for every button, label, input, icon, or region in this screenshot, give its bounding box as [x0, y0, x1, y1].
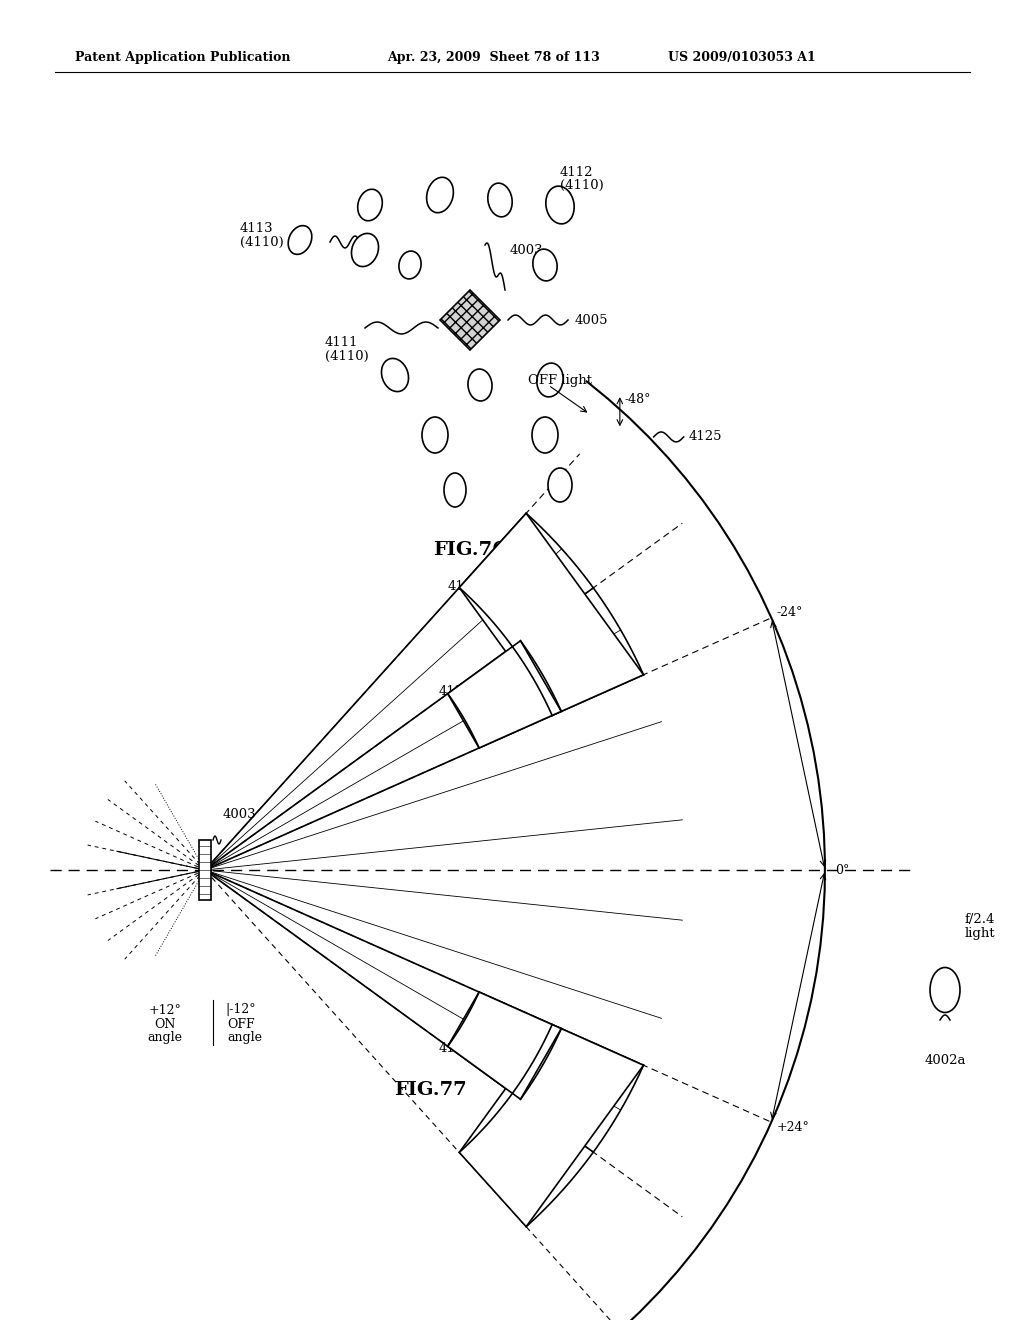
Text: US 2009/0103053 A1: US 2009/0103053 A1 [668, 51, 816, 65]
Ellipse shape [930, 968, 961, 1012]
Polygon shape [460, 513, 643, 715]
Polygon shape [447, 993, 561, 1100]
Ellipse shape [382, 359, 409, 392]
Text: FIG.77: FIG.77 [393, 1081, 466, 1100]
Ellipse shape [422, 417, 449, 453]
Polygon shape [447, 640, 561, 748]
Ellipse shape [399, 251, 421, 279]
Ellipse shape [468, 370, 493, 401]
Text: 4002a: 4002a [925, 1053, 967, 1067]
Ellipse shape [548, 469, 572, 502]
Text: 4005: 4005 [575, 314, 608, 326]
Ellipse shape [351, 234, 379, 267]
Ellipse shape [532, 417, 558, 453]
Text: -24°: -24° [776, 606, 803, 619]
Polygon shape [460, 1024, 643, 1226]
Text: 4113: 4113 [240, 222, 273, 235]
Text: Patent Application Publication: Patent Application Publication [75, 51, 291, 65]
Ellipse shape [487, 183, 512, 216]
Text: 4123a: 4123a [447, 579, 489, 593]
Text: Apr. 23, 2009  Sheet 78 of 113: Apr. 23, 2009 Sheet 78 of 113 [387, 51, 600, 65]
Ellipse shape [444, 473, 466, 507]
Text: |-12°: |-12° [225, 1003, 256, 1016]
Ellipse shape [537, 363, 563, 397]
Text: 4121a: 4121a [438, 1041, 480, 1055]
Text: 4122a: 4122a [537, 1043, 579, 1055]
Ellipse shape [427, 177, 454, 213]
Text: OFF light: OFF light [528, 374, 592, 387]
Ellipse shape [546, 186, 574, 224]
Text: +12°: +12° [148, 1003, 181, 1016]
Text: ON: ON [155, 1019, 176, 1031]
Ellipse shape [532, 249, 557, 281]
Polygon shape [440, 290, 500, 350]
Text: 4003: 4003 [223, 808, 257, 821]
Text: 4111: 4111 [325, 335, 358, 348]
Text: OFF: OFF [227, 1019, 255, 1031]
Text: FIG.76: FIG.76 [433, 541, 507, 558]
Text: 4003: 4003 [510, 243, 544, 256]
Bar [199, 840, 211, 900]
Text: 0°: 0° [835, 863, 849, 876]
Text: (4110): (4110) [240, 235, 284, 248]
Text: 4124a: 4124a [438, 685, 480, 698]
Text: f/2.4: f/2.4 [965, 913, 995, 927]
Text: angle: angle [147, 1031, 182, 1044]
Text: 4112: 4112 [560, 165, 594, 178]
Text: angle: angle [227, 1031, 262, 1044]
Text: light: light [965, 928, 995, 940]
Text: -48°: -48° [625, 393, 651, 405]
Text: 4125: 4125 [689, 430, 722, 444]
Text: (4110): (4110) [560, 178, 604, 191]
Text: +24°: +24° [776, 1121, 809, 1134]
Ellipse shape [288, 226, 312, 255]
Ellipse shape [357, 189, 382, 220]
Text: (4110): (4110) [325, 350, 369, 363]
